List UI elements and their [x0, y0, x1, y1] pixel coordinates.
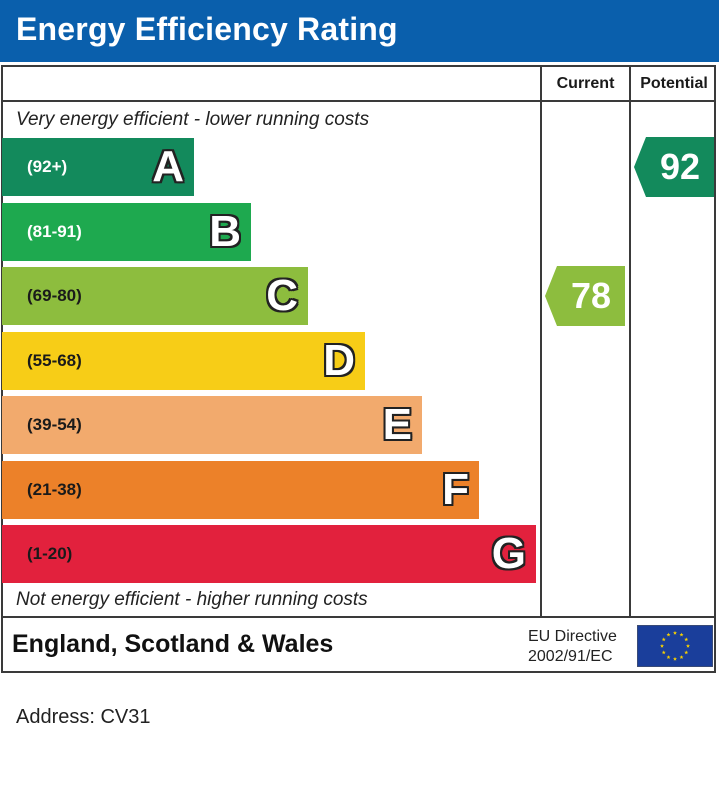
eu-directive-text: EU Directive 2002/91/EC [528, 627, 617, 667]
current-column-divider [540, 65, 542, 618]
header-row-divider [1, 100, 716, 102]
eu-star [666, 655, 671, 659]
band-letter-label: A [152, 142, 184, 191]
band-letter-label: G [491, 529, 526, 578]
current-rating-marker: 78 [545, 266, 625, 326]
band-range-label: (92+) [27, 157, 68, 176]
band-g: (1-20) G [2, 525, 536, 583]
band-b: (81-91) B [2, 203, 251, 261]
eu-star [686, 643, 690, 648]
band-range-label: (81-91) [27, 222, 82, 241]
potential-rating-value: 92 [659, 146, 701, 187]
caption-top: Very energy efficient - lower running co… [16, 109, 370, 130]
footer-divider [1, 616, 716, 618]
potential-rating-marker: 92 [634, 137, 714, 197]
band-letter-label: C [266, 271, 298, 320]
band-letter-label: E [382, 400, 412, 449]
current-rating-value: 78 [570, 275, 612, 316]
eu-star [660, 643, 664, 648]
current-column-header: Current [556, 75, 615, 92]
current-rating-arrow [545, 266, 625, 326]
eu-star [684, 637, 689, 642]
page-title: Energy Efficiency Rating [16, 11, 398, 47]
potential-column-divider [629, 65, 631, 618]
header-banner: Energy Efficiency Rating [0, 0, 719, 62]
eu-directive-line2: 2002/91/EC [528, 648, 613, 665]
band-a: (92+) A [2, 138, 194, 196]
eu-star [666, 632, 671, 637]
eu-star [679, 655, 684, 659]
band-range-label: (55-68) [27, 351, 82, 370]
band-range-label: (21-38) [27, 480, 82, 499]
potential-column-header: Potential [640, 75, 708, 92]
band-range-label: (1-20) [27, 544, 73, 563]
eu-star [673, 630, 677, 635]
eu-star [679, 632, 684, 637]
band-range-label: (69-80) [27, 286, 82, 305]
eu-directive-line1: EU Directive [528, 628, 617, 645]
eu-flag-icon [637, 625, 713, 667]
caption-bottom: Not energy efficient - higher running co… [16, 589, 368, 610]
band-letter-label: D [323, 336, 355, 385]
country-label: England, Scotland & Wales [12, 630, 334, 658]
band-letter-label: F [442, 465, 469, 514]
band-c: (69-80) C [2, 267, 308, 325]
band-e: (39-54) E [2, 396, 422, 454]
eu-star [684, 650, 689, 655]
band-range-label: (39-54) [27, 415, 82, 434]
band-d: (55-68) D [2, 332, 365, 390]
band-letter-label: B [209, 207, 241, 256]
band-f: (21-38) F [2, 461, 479, 519]
address-label: Address: CV31 [16, 706, 151, 728]
eu-star [673, 656, 677, 661]
eu-star [661, 650, 666, 655]
potential-rating-arrow [634, 137, 714, 197]
eu-star [661, 637, 666, 642]
